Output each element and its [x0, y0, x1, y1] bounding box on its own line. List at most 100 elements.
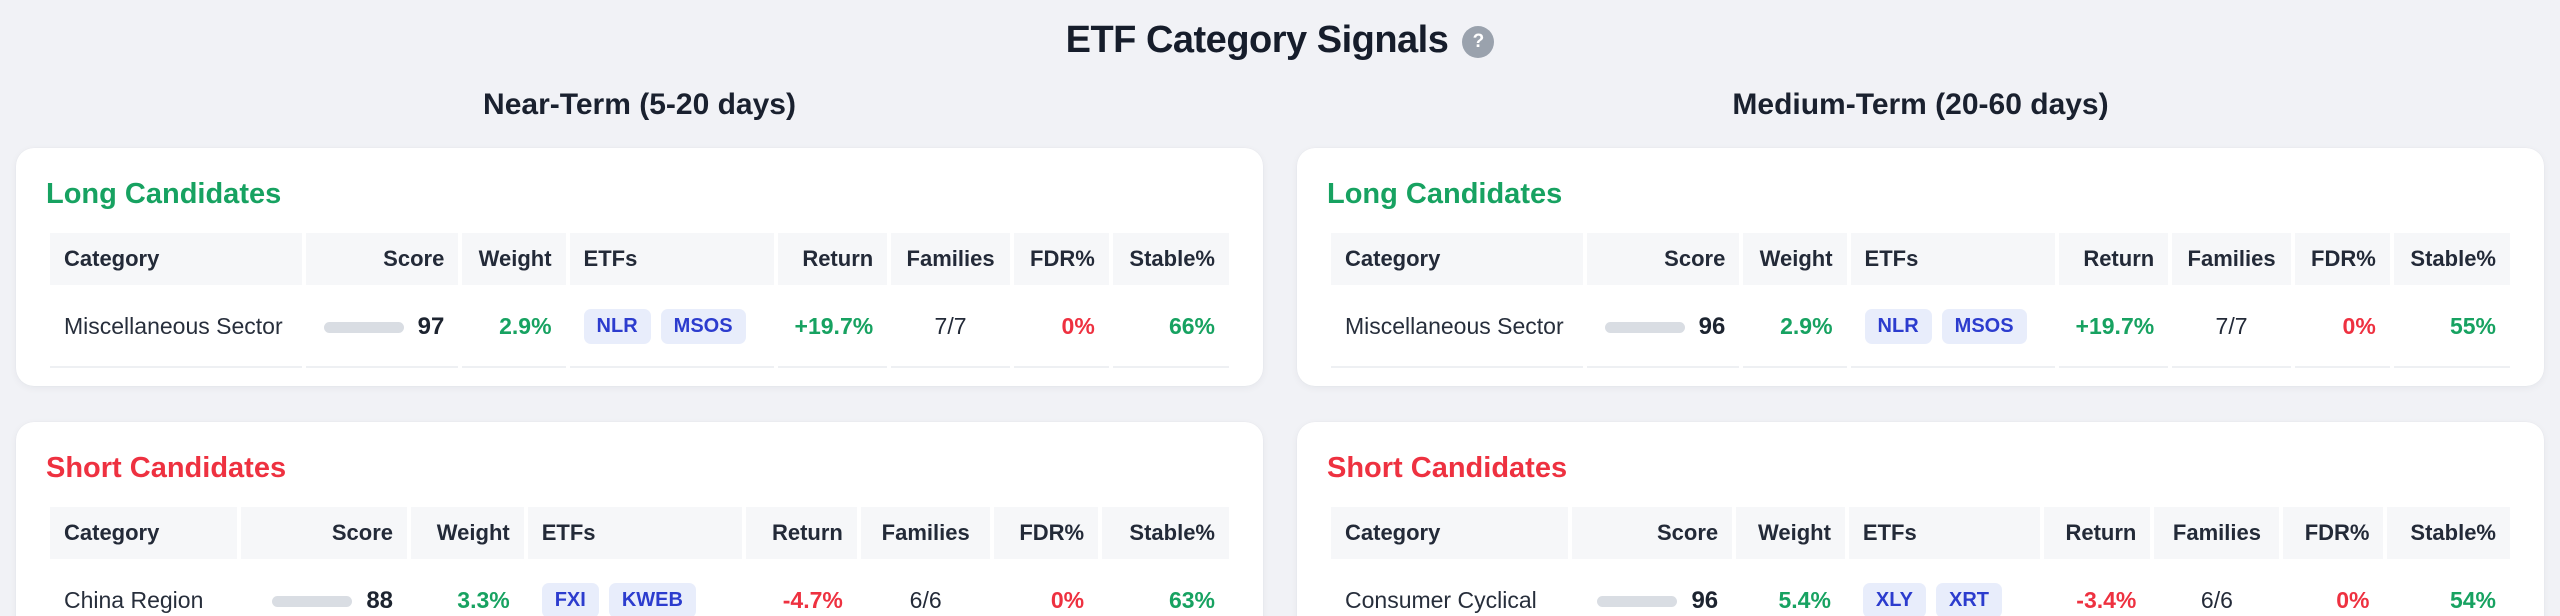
table-row[interactable]: Consumer Cyclical 96 5.4% XLY XRT -3.4% 6… — [1331, 559, 2510, 616]
etfs-cell: NLR MSOS — [1850, 285, 2056, 368]
etf-chip-fxi[interactable]: FXI — [541, 583, 599, 616]
table-header-row: Category Score Weight ETFs Return Families FDR… — [50, 507, 1229, 559]
category-cell: China Region — [50, 559, 237, 616]
etf-chip-nlr[interactable]: NLR — [1864, 309, 1932, 344]
panel-title: Short Candidates — [46, 452, 287, 484]
column-header-families: Families — [2172, 233, 2291, 285]
weight-cell: 5.4% — [1736, 559, 1845, 616]
etfs-cell: NLR MSOS — [569, 285, 775, 368]
medium-term-column: Medium-Term (20-60 days) Long Candidates… — [1297, 66, 2544, 616]
column-header-fdr: FDR% — [2294, 233, 2390, 285]
near-term-title: Near-Term (5-20 days) — [483, 88, 796, 121]
score-cell: 96 — [1572, 559, 1732, 616]
etf-chip-xrt[interactable]: XRT — [1935, 583, 2002, 616]
etfs-cell: XLY XRT — [1849, 559, 2040, 616]
families-cell: 6/6 — [2154, 559, 2279, 616]
score-cell: 96 — [1587, 285, 1740, 368]
score-cell: 97 — [306, 285, 459, 368]
column-header-weight: Weight — [462, 233, 566, 285]
column-header-category: Category — [50, 507, 237, 559]
etf-chip-kweb[interactable]: KWEB — [608, 583, 696, 616]
score-cell: 88 — [241, 559, 407, 616]
term-columns: Near-Term (5-20 days) Long Candidates Ca… — [16, 66, 2544, 616]
column-header-etfs: ETFs — [569, 233, 775, 285]
column-header-return: Return — [2059, 233, 2169, 285]
score-bar — [272, 595, 353, 607]
category-cell: Miscellaneous Sector — [1331, 285, 1584, 368]
families-cell: 7/7 — [2172, 285, 2291, 368]
score-bar — [1597, 595, 1678, 607]
column-header-category: Category — [1331, 507, 1568, 559]
etf-chip-msos[interactable]: MSOS — [660, 309, 746, 344]
column-header-etfs: ETFs — [527, 507, 743, 559]
return-cell: -3.4% — [2044, 559, 2151, 616]
score-value: 88 — [366, 587, 394, 615]
families-cell: 7/7 — [891, 285, 1010, 368]
etfs-cell: FXI KWEB — [528, 559, 743, 616]
table-header-row: Category Score Weight ETFs Return Families FDR… — [1331, 507, 2510, 559]
families-cell: 6/6 — [861, 559, 991, 616]
column-header-score: Score — [240, 507, 408, 559]
score-bar — [323, 321, 404, 333]
fdr-cell: 0% — [1013, 285, 1109, 368]
return-cell: +19.7% — [778, 285, 888, 368]
near-term-panels: Long Candidates Category Score Weight ETFs R… — [16, 148, 1263, 616]
etf-chip-xly[interactable]: XLY — [1862, 583, 1926, 616]
table-row[interactable]: Miscellaneous Sector 96 2.9% NLR MSOS +19… — [1331, 285, 2510, 368]
column-header-category: Category — [50, 233, 303, 285]
score-bar — [1604, 321, 1685, 333]
short-candidates-panel: Short Candidates Category Score Weight ETFs… — [1297, 422, 2544, 616]
signals-table: Category Score Weight ETFs Return Families FDR… — [46, 233, 1233, 368]
column-header-weight: Weight — [1736, 507, 1845, 559]
return-cell: -4.7% — [746, 559, 856, 616]
medium-term-title: Medium-Term (20-60 days) — [1732, 88, 2109, 121]
signals-table: Category Score Weight ETFs Return Families FDR… — [46, 507, 1233, 616]
column-header-return: Return — [2043, 507, 2151, 559]
panel-title: Long Candidates — [1327, 178, 1563, 210]
column-header-fdr: FDR% — [994, 507, 1099, 559]
column-header-stable: Stable% — [2387, 507, 2510, 559]
page-title: ETF Category Signals — [1065, 18, 1449, 61]
column-header-fdr: FDR% — [1013, 233, 1109, 285]
score-value: 96 — [1698, 313, 1726, 341]
column-header-stable: Stable% — [1102, 507, 1229, 559]
page-header: ETF Category Signals ? — [16, 14, 2544, 66]
near-term-column: Near-Term (5-20 days) Long Candidates Ca… — [16, 66, 1263, 616]
column-header-families: Families — [860, 507, 991, 559]
column-header-score: Score — [1587, 233, 1740, 285]
short-candidates-panel: Short Candidates Category Score Weight ETFs… — [16, 422, 1263, 616]
fdr-cell: 0% — [2283, 559, 2383, 616]
column-header-etfs: ETFs — [1848, 507, 2040, 559]
weight-cell: 3.3% — [411, 559, 524, 616]
column-header-weight: Weight — [1743, 233, 1847, 285]
return-cell: +19.7% — [2059, 285, 2169, 368]
column-header-fdr: FDR% — [2283, 507, 2384, 559]
stable-cell: 66% — [1112, 285, 1229, 368]
etf-chip-msos[interactable]: MSOS — [1941, 309, 2027, 344]
long-candidates-panel: Long Candidates Category Score Weight ETFs R… — [1297, 148, 2544, 386]
weight-cell: 2.9% — [462, 285, 566, 368]
column-header-stable: Stable% — [2393, 233, 2510, 285]
long-candidates-panel: Long Candidates Category Score Weight ETFs R… — [16, 148, 1263, 386]
column-header-category: Category — [1331, 233, 1584, 285]
help-icon[interactable]: ? — [1462, 26, 1495, 58]
category-cell: Consumer Cyclical — [1331, 559, 1568, 616]
table-header-row: Category Score Weight ETFs Return Families FDR… — [50, 233, 1229, 285]
table-header-row: Category Score Weight ETFs Return Families FDR… — [1331, 233, 2510, 285]
column-header-families: Families — [2154, 507, 2280, 559]
column-header-stable: Stable% — [1112, 233, 1229, 285]
medium-term-panels: Long Candidates Category Score Weight ETFs R… — [1297, 148, 2544, 616]
etf-chip-nlr[interactable]: NLR — [583, 309, 651, 344]
table-row[interactable]: Miscellaneous Sector 97 2.9% NLR MSOS +19… — [50, 285, 1229, 368]
score-value: 96 — [1691, 587, 1719, 615]
score-value: 97 — [417, 313, 445, 341]
table-row[interactable]: China Region 88 3.3% FXI KWEB -4.7% 6/6 0… — [50, 559, 1229, 616]
fdr-cell: 0% — [994, 559, 1098, 616]
column-header-score: Score — [1571, 507, 1733, 559]
weight-cell: 2.9% — [1743, 285, 1847, 368]
column-header-families: Families — [891, 233, 1010, 285]
column-header-weight: Weight — [411, 507, 524, 559]
fdr-cell: 0% — [2294, 285, 2390, 368]
column-header-return: Return — [746, 507, 857, 559]
